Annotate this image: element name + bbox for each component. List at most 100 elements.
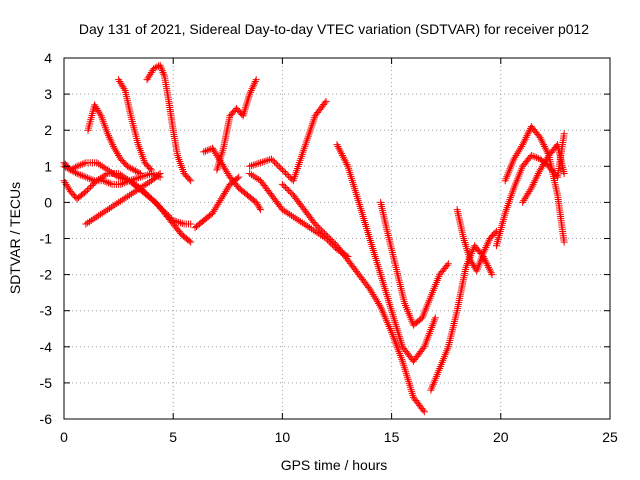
data-point <box>253 174 261 182</box>
data-point <box>114 150 122 158</box>
data-point <box>102 165 110 173</box>
data-point <box>151 64 159 72</box>
data-point <box>488 271 496 279</box>
data-point <box>275 163 283 171</box>
data-point <box>282 169 290 177</box>
data-point <box>131 188 139 196</box>
data-point <box>253 160 261 168</box>
data-point <box>525 188 533 196</box>
data-point <box>203 146 211 154</box>
data-point <box>140 187 148 195</box>
data-point <box>285 172 293 180</box>
data-point <box>524 130 532 138</box>
data-point <box>120 195 128 203</box>
data-point <box>246 88 254 96</box>
data-point <box>215 198 223 206</box>
data-point <box>485 263 493 271</box>
data-point <box>109 142 117 150</box>
data-point <box>142 171 150 179</box>
data-point <box>482 258 490 266</box>
y-tick-label: 0 <box>44 194 52 210</box>
data-point <box>155 203 163 211</box>
data-point <box>117 180 125 188</box>
data-point <box>145 72 153 80</box>
data-point <box>278 166 286 174</box>
data-point <box>173 218 181 226</box>
data-point <box>373 298 381 306</box>
data-point <box>235 173 243 181</box>
data-point <box>88 181 96 189</box>
data-point <box>343 160 351 168</box>
data-point <box>251 160 259 168</box>
data-point <box>330 239 338 247</box>
data-point <box>266 156 274 164</box>
y-tick-label: -2 <box>40 267 53 283</box>
data-point <box>98 209 106 217</box>
data-point <box>514 148 522 156</box>
x-tick-label: 0 <box>60 429 68 445</box>
data-point <box>95 160 103 168</box>
data-point <box>96 174 104 182</box>
data-point <box>482 244 490 252</box>
data-point <box>532 175 540 183</box>
data-point <box>520 139 528 147</box>
data-point <box>108 139 116 147</box>
data-point <box>314 223 322 231</box>
series-arc-5 <box>84 101 144 178</box>
data-point <box>286 188 294 196</box>
data-point <box>530 179 538 187</box>
series-arc-7 <box>143 61 195 185</box>
data-point <box>158 67 166 75</box>
data-point <box>135 185 143 193</box>
data-point <box>540 142 548 150</box>
data-point <box>311 220 319 228</box>
grid <box>64 58 610 419</box>
data-point <box>271 158 279 166</box>
data-point <box>291 214 299 222</box>
data-point <box>147 68 155 76</box>
data-point <box>109 202 117 210</box>
data-point <box>272 160 280 168</box>
data-point <box>443 261 451 269</box>
data-point <box>84 174 92 182</box>
data-point <box>107 203 115 211</box>
data-point <box>91 101 99 109</box>
data-point <box>115 173 123 181</box>
data-point <box>510 155 518 163</box>
data-point <box>288 212 295 220</box>
data-point <box>367 287 375 295</box>
data-point <box>560 170 568 178</box>
data-point <box>531 177 539 185</box>
data-point <box>328 237 336 245</box>
data-point <box>524 189 532 197</box>
series-arc-11 <box>246 97 330 185</box>
data-point <box>202 147 210 155</box>
data-point <box>521 135 529 143</box>
data-point <box>319 228 327 236</box>
data-point <box>480 247 488 255</box>
data-point <box>334 142 342 150</box>
data-point <box>213 202 221 210</box>
data-point <box>210 146 218 154</box>
data-point <box>143 190 151 198</box>
series-arc-6 <box>115 76 155 174</box>
data-point <box>85 184 93 192</box>
data-point <box>246 170 254 178</box>
data-point <box>209 209 217 217</box>
data-point <box>143 76 151 84</box>
data-point <box>95 212 103 220</box>
data-point <box>213 151 221 159</box>
data-point <box>335 144 343 152</box>
data-point <box>316 225 324 233</box>
y-tick-label: 1 <box>44 158 52 174</box>
data-point <box>119 83 127 91</box>
data-point <box>75 170 83 178</box>
data-point <box>163 210 171 218</box>
data-point <box>209 144 217 152</box>
data-point <box>533 173 541 181</box>
data-point <box>515 146 523 154</box>
data-point <box>63 182 71 190</box>
data-point <box>224 170 232 178</box>
data-point <box>222 166 230 174</box>
